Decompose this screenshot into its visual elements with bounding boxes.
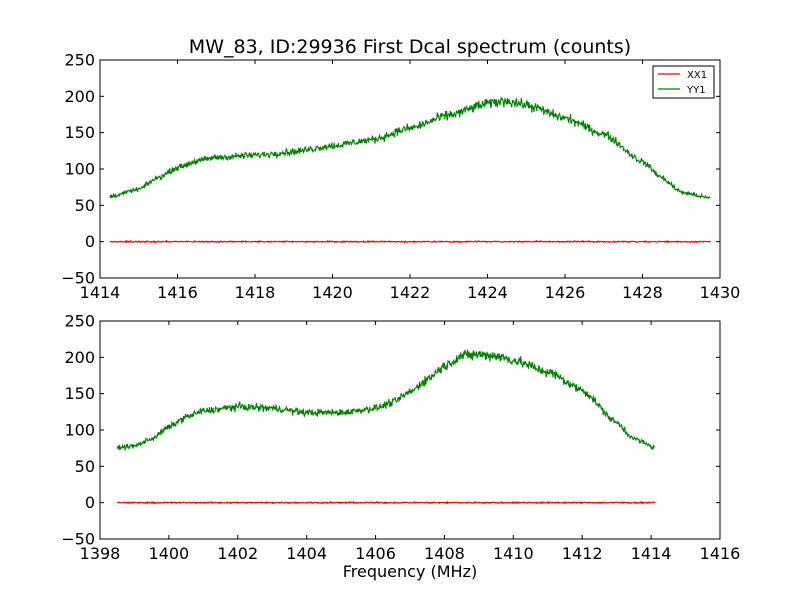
series-group (109, 95, 711, 244)
x-tick-label: 1414 (80, 283, 121, 302)
x-tick-label: 1414 (631, 544, 672, 563)
x-tick-label: 1408 (424, 544, 465, 563)
x-tick-label: 1422 (390, 283, 431, 302)
y-tick-label: 100 (64, 160, 95, 179)
x-tick-label: 1406 (355, 544, 396, 563)
plot-area (100, 321, 720, 539)
y-tick-label: −50 (61, 530, 95, 549)
x-axis-label: Frequency (MHz) (343, 562, 477, 581)
x-tick-label: 1400 (149, 544, 190, 563)
x-tick-label: 1428 (622, 283, 663, 302)
legend-label-yy1: YY1 (686, 85, 706, 96)
legend-box (652, 65, 715, 99)
y-tick-label: 200 (64, 87, 95, 106)
y-tick-label: −50 (61, 269, 95, 288)
y-tick-label: 150 (64, 384, 95, 403)
y-tick-label: 200 (64, 348, 95, 367)
x-tick-label: 1402 (217, 544, 258, 563)
series-line-xx1 (109, 239, 711, 244)
x-tick-label: 1424 (467, 283, 508, 302)
top-panel: 1414 1416 1418 1420 1422 1424 1426 1428 1430 −50 0… (61, 51, 740, 303)
y-tick-label: 100 (64, 421, 95, 440)
y-tick-label: 50 (75, 457, 95, 476)
y-tick-label: 0 (85, 493, 95, 512)
x-tick-label: 1426 (545, 283, 586, 302)
series-line-xx1 (116, 500, 656, 505)
x-tick-label: 1410 (493, 544, 534, 563)
series-group (116, 349, 656, 505)
series-line-yy1 (116, 349, 655, 452)
legend-label-xx1: XX1 (687, 70, 707, 81)
x-tick-label: 1412 (562, 544, 603, 563)
y-tick-label: 250 (64, 51, 95, 70)
plot-area (100, 60, 720, 278)
y-tick-label: 50 (75, 196, 95, 215)
x-tick-label: 1420 (312, 283, 353, 302)
chart-title: MW_83, ID:29936 First Dcal spectrum (cou… (189, 36, 631, 58)
series-line-yy1 (109, 95, 711, 200)
x-tick-label: 1416 (157, 283, 198, 302)
x-tick-label: 1430 (700, 283, 741, 302)
bottom-panel: 1398 1400 1402 1404 1406 1408 1410 1412 1414 1416… (61, 312, 740, 582)
x-tick-label: 1416 (700, 544, 741, 563)
x-tick-label: 1404 (286, 544, 327, 563)
x-tick-label: 1418 (235, 283, 276, 302)
y-tick-label: 0 (85, 232, 95, 251)
y-tick-label: 250 (64, 312, 95, 331)
y-tick-label: 150 (64, 123, 95, 142)
x-tick-label: 1398 (80, 544, 121, 563)
